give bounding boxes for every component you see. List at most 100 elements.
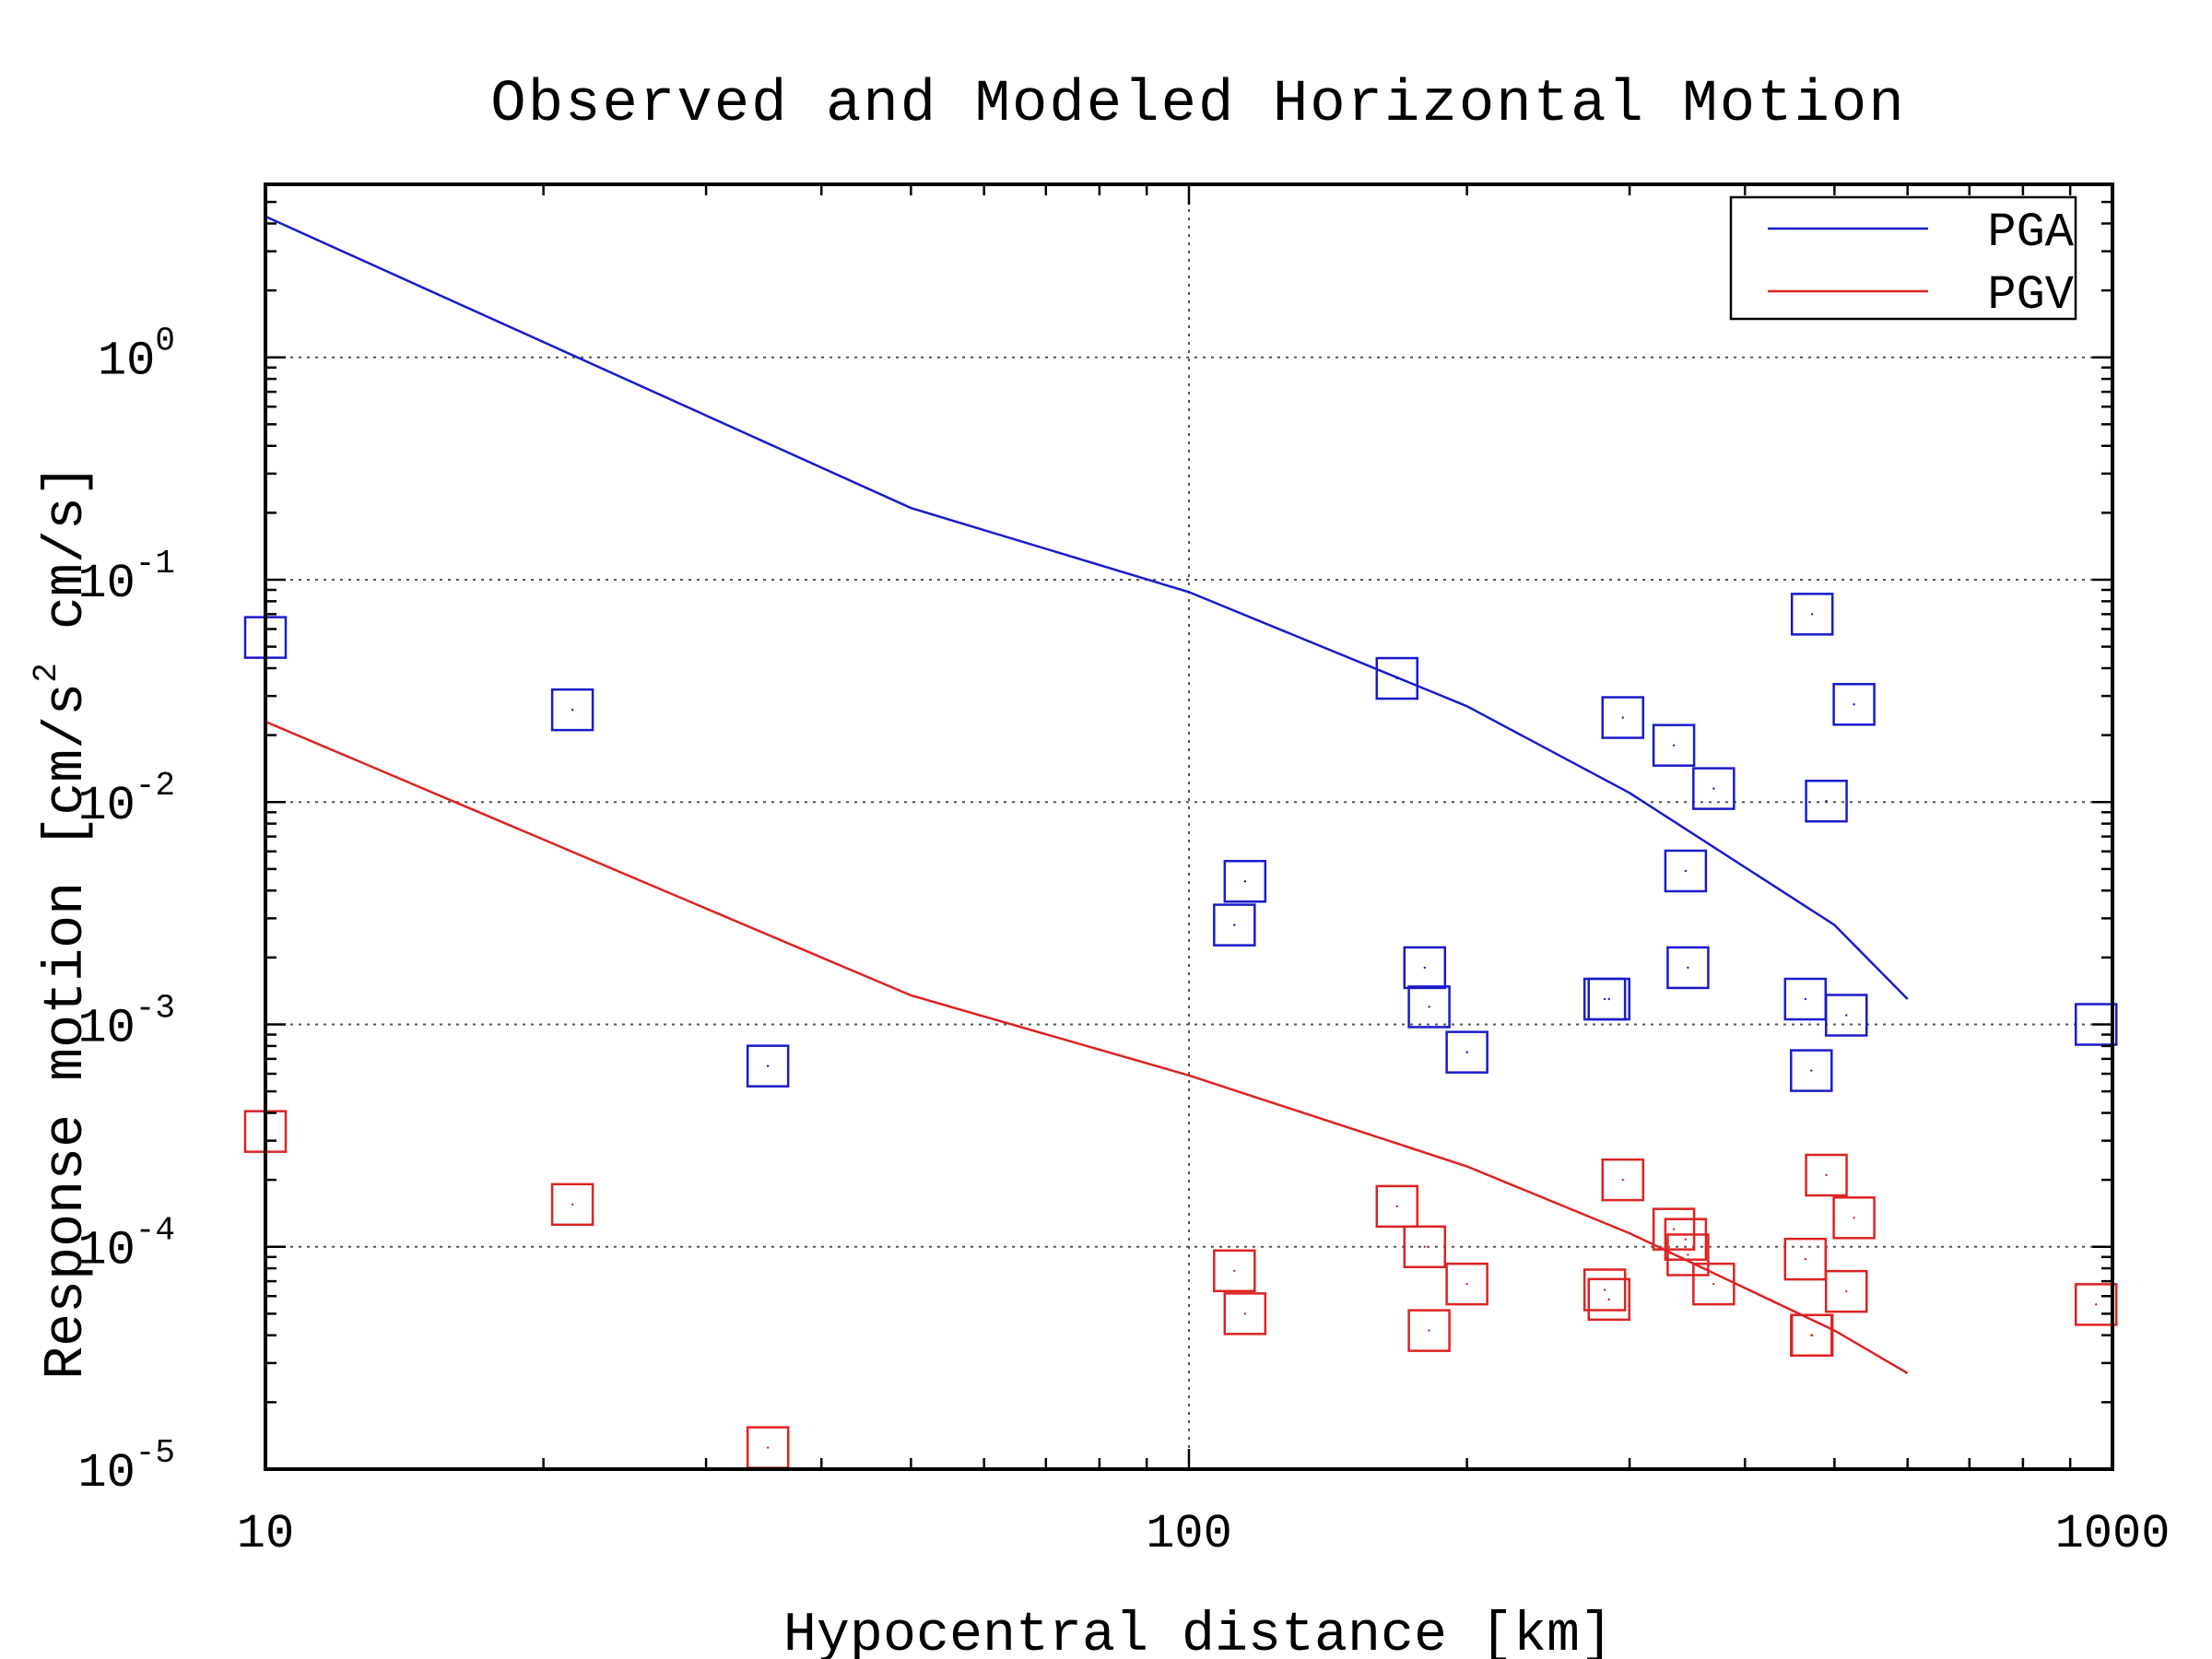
marker-pga xyxy=(1652,724,1696,767)
marker-pga xyxy=(1692,767,1735,810)
marker-pgv xyxy=(1692,1262,1735,1306)
marker-pgv xyxy=(1213,1249,1256,1293)
marker-dot-pga xyxy=(766,1065,770,1067)
marker-pga xyxy=(1805,779,1848,823)
y-axis-label: Response motion [cm/s2 cm/s] xyxy=(28,464,99,1380)
marker-dot-pga xyxy=(1811,613,1814,616)
marker-dot-pgv xyxy=(1687,1253,1689,1256)
marker-pga xyxy=(1790,1049,1833,1092)
marker-dot-pgv xyxy=(766,1446,770,1449)
marker-dot-pga xyxy=(1395,677,1398,680)
y-tick-labels: 10-5 10-4 10-3 10-2 10-1 100 xyxy=(77,323,175,1500)
marker-dot-pgv xyxy=(1825,1173,1828,1177)
x-tick-labels: 10 100 1000 xyxy=(237,1507,2171,1561)
marker-dot-pga xyxy=(1684,869,1688,873)
y-tick-label: 10-1 xyxy=(77,545,175,611)
marker-pga xyxy=(1223,860,1267,903)
axis-ticks xyxy=(264,182,2114,1471)
legend-box xyxy=(1729,195,2077,321)
marker-dot-pga xyxy=(1423,966,1426,970)
marker-pga xyxy=(1213,903,1256,947)
marker-dot-pgv xyxy=(2095,1303,2098,1306)
marker-pgv xyxy=(2074,1283,2118,1326)
marker-dot-pgv xyxy=(1423,1245,1426,1248)
marker-pgv xyxy=(1805,1153,1848,1197)
marker-pgv xyxy=(1403,1225,1447,1268)
marker-pgv xyxy=(1587,1277,1631,1322)
marker-pga xyxy=(1601,696,1645,739)
grid-lines xyxy=(265,184,2112,1469)
marker-dot-pgv xyxy=(1465,1282,1468,1286)
marker-pga xyxy=(1790,593,1834,636)
marker-pgv xyxy=(1375,1184,1419,1229)
marker-dot-pga xyxy=(1853,703,1855,706)
marker-dot-pga xyxy=(1687,966,1689,970)
marker-dot-pga xyxy=(1603,997,1606,1001)
marker-dot-pga xyxy=(1428,1006,1430,1008)
marker-dot-pgv xyxy=(1853,1217,1855,1219)
y-axis-label-tail: cm/s] xyxy=(36,464,99,663)
marker-pgv xyxy=(1783,1237,1828,1281)
marker-dot-pgv xyxy=(1672,1228,1676,1230)
marker-dot-pgv xyxy=(1811,1334,1814,1336)
marker-dot-pga xyxy=(1233,924,1236,926)
marker-dot-pga xyxy=(1712,787,1715,790)
marker-dot-pgv xyxy=(571,1203,574,1206)
y-tick-label: 10-3 xyxy=(77,989,175,1055)
marker-dot-pga xyxy=(1243,880,1247,883)
y-tick-label: 10-2 xyxy=(77,767,175,833)
marker-dot-pgv xyxy=(1428,1329,1430,1332)
marker-pgv xyxy=(1790,1313,1834,1358)
marker-dot-pgv xyxy=(1243,1312,1247,1315)
marker-dot-pga xyxy=(1621,716,1624,719)
y-axis-label-sup: 2 xyxy=(28,663,65,683)
marker-dot-pga xyxy=(1825,799,1828,803)
legend: PGA PGV xyxy=(1729,195,2077,323)
marker-pgv xyxy=(1832,1196,1876,1240)
marker-pga xyxy=(1824,994,1868,1037)
marker-pgv xyxy=(1601,1158,1645,1202)
legend-label-pgv: PGV xyxy=(1987,268,2074,323)
marker-dot-pgv xyxy=(1712,1282,1715,1286)
marker-dot-pga xyxy=(571,708,574,712)
marker-dot-pga xyxy=(1465,1051,1468,1053)
marker-pgv xyxy=(1223,1292,1267,1335)
marker-dot-pga xyxy=(1804,997,1806,1001)
marker-dot-pga xyxy=(1672,744,1676,747)
x-tick-label: 10 xyxy=(237,1507,294,1561)
marker-pga xyxy=(1407,985,1451,1029)
y-tick-label: 10-4 xyxy=(77,1212,175,1278)
marker-pga xyxy=(1666,946,1710,990)
marker-dot-pga xyxy=(1607,997,1610,1001)
legend-label-pga: PGA xyxy=(1987,206,2074,260)
marker-dot-pgv xyxy=(1607,1298,1610,1301)
marker-pga xyxy=(1445,1030,1488,1074)
marker-pgv xyxy=(1583,1268,1627,1312)
marker-dot-pga xyxy=(1810,1069,1813,1072)
marker-pgv xyxy=(1407,1309,1451,1352)
marker-dot-pgv xyxy=(1684,1238,1688,1241)
marker-pgv xyxy=(1664,1218,1708,1261)
marker-pga xyxy=(1375,656,1419,700)
marker-pga xyxy=(2074,1003,2118,1046)
x-tick-label: 1000 xyxy=(2055,1507,2171,1561)
marker-pga xyxy=(746,1044,790,1088)
observed-markers xyxy=(243,593,2118,1469)
model-curves xyxy=(265,215,1909,1374)
marker-dot-pgv xyxy=(1233,1269,1236,1272)
marker-dot-pgv xyxy=(1804,1257,1806,1261)
marker-pga xyxy=(1664,849,1708,893)
marker-pgv xyxy=(1666,1233,1710,1277)
y-axis-label-main: Response motion [cm/s xyxy=(36,683,99,1380)
marker-pgv xyxy=(1824,1269,1868,1313)
marker-dot-pgv xyxy=(1395,1205,1398,1208)
chart-title: Observed and Modeled Horizontal Motion xyxy=(490,72,1905,138)
curve-pga xyxy=(265,215,1909,1000)
marker-pgv xyxy=(550,1182,594,1227)
marker-dot-pgv xyxy=(1845,1289,1848,1293)
curve-pgv xyxy=(265,720,1909,1374)
marker-pgv xyxy=(1445,1262,1488,1306)
x-tick-label: 100 xyxy=(1146,1507,1232,1561)
y-tick-label: 100 xyxy=(98,323,175,389)
